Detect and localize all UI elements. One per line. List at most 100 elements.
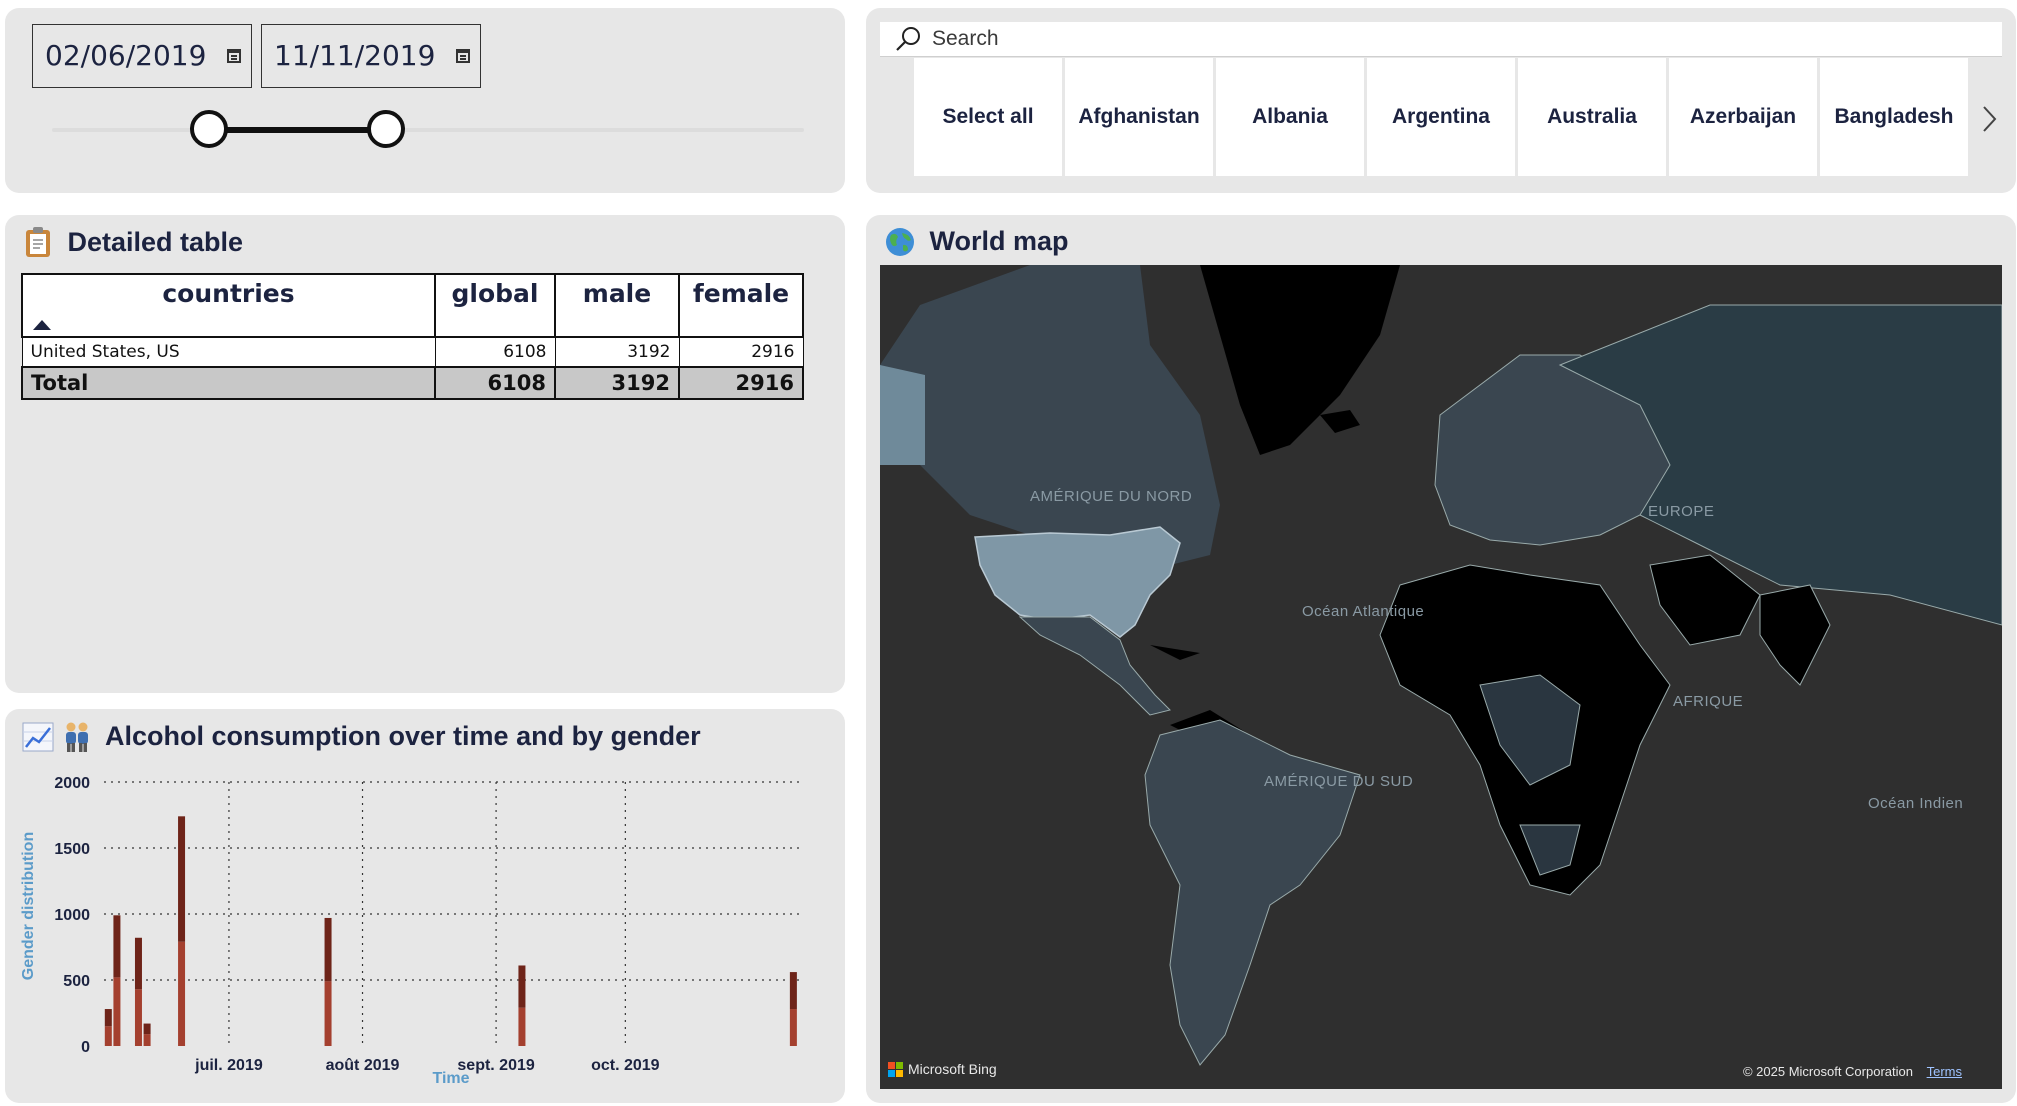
map-region-usa: [974, 526, 1181, 638]
bar-segment-female[interactable]: [143, 1034, 151, 1046]
line-chart-icon: [22, 722, 54, 752]
search-icon: [896, 27, 920, 51]
chip-country[interactable]: Australia: [1518, 58, 1666, 176]
sort-ascending-icon[interactable]: [33, 320, 51, 330]
bar-segment-female[interactable]: [134, 989, 142, 1046]
map-region-canada: [880, 265, 1220, 565]
bar-segment-female[interactable]: [789, 1009, 797, 1046]
y-axis-ticks: 0 500 1000 1500 2000: [54, 775, 90, 1056]
column-header-global[interactable]: global: [434, 273, 556, 338]
start-date-value: 02/06/2019: [45, 39, 207, 72]
bar-segment-male[interactable]: [134, 937, 142, 990]
map-region-south-america: [1144, 719, 1361, 1066]
search-placeholder: Search: [932, 27, 999, 50]
cell-female: 2916: [678, 336, 804, 368]
country-chip-list: Select all Afghanistan Albania Argentina…: [914, 58, 1968, 176]
map-region-cuba: [1150, 645, 1200, 660]
bing-attribution: Microsoft Bing: [888, 1061, 997, 1077]
bar-segment-male[interactable]: [789, 972, 797, 1010]
y-tick-label: 2000: [54, 775, 90, 792]
detailed-table-title: Detailed table: [67, 226, 244, 257]
alcohol-consumption-chart[interactable]: 0 500 1000 1500 2000 juil. 2019 août 2019 sept…: [0, 0, 845, 1106]
cell-country: United States, US: [21, 336, 436, 368]
cell-global: 6108: [434, 336, 556, 368]
column-header-male[interactable]: male: [554, 273, 680, 338]
map-canvas[interactable]: [880, 265, 2002, 1089]
table-row[interactable]: United States, US 6108 3192 2916: [21, 336, 804, 368]
map-label-africa: AFRIQUE: [1673, 693, 1744, 710]
x-axis-label: Time: [432, 1070, 469, 1087]
chart-bars: [104, 816, 797, 1046]
microsoft-logo-icon: [888, 1061, 903, 1077]
x-axis-ticks: juil. 2019 août 2019 sept. 2019 oct. 2019: [194, 1057, 660, 1074]
column-header-label: countries: [162, 279, 295, 308]
bing-label: Microsoft Bing: [908, 1061, 997, 1077]
terms-link[interactable]: Terms: [1926, 1064, 1962, 1079]
globe-icon: [886, 227, 914, 256]
y-tick-label: 500: [63, 973, 90, 990]
x-tick-label: juil. 2019: [194, 1057, 263, 1074]
column-header-countries[interactable]: countries: [21, 273, 436, 338]
map-region-south-africa: [1519, 824, 1581, 876]
date-range-slider-track[interactable]: [52, 128, 804, 132]
chip-country[interactable]: Argentina: [1367, 58, 1515, 176]
chart-heading: Alcohol consumption over time and by gen…: [22, 720, 701, 753]
bar-segment-male[interactable]: [324, 917, 332, 982]
world-map-heading: World map: [884, 225, 1069, 258]
end-date-input[interactable]: 11/11/2019: [261, 24, 481, 88]
start-date-input[interactable]: 02/06/2019: [32, 24, 252, 88]
map-region-mexico: [1018, 616, 1171, 716]
x-tick-label: sept. 2019: [457, 1057, 534, 1074]
chip-select-all[interactable]: Select all: [914, 58, 1062, 176]
calendar-icon[interactable]: [227, 49, 241, 63]
bar-segment-female[interactable]: [113, 977, 121, 1046]
map-region-greenland: [1200, 265, 1400, 455]
bar-segment-female[interactable]: [518, 1007, 526, 1046]
world-map[interactable]: AMÉRIQUE DU NORD EUROPE Océan Atlantique…: [880, 265, 2002, 1089]
map-region-central-africa: [1479, 674, 1581, 786]
chip-country[interactable]: Albania: [1216, 58, 1364, 176]
bar-segment-male[interactable]: [104, 1009, 112, 1027]
search-input[interactable]: Search: [880, 22, 2002, 57]
bar-segment-male[interactable]: [113, 915, 121, 978]
detailed-table-heading: Detailed table: [22, 225, 243, 259]
chip-country[interactable]: Afghanistan: [1065, 58, 1213, 176]
map-copyright: © 2025 Microsoft Corporation Terms: [1743, 1064, 1962, 1079]
bar-segment-male[interactable]: [518, 965, 526, 1008]
x-tick-label: août 2019: [326, 1057, 400, 1074]
chart-gridlines: [104, 781, 802, 1046]
chip-country[interactable]: Bangladesh: [1820, 58, 1968, 176]
map-label-south-america: AMÉRIQUE DU SUD: [1264, 773, 1414, 790]
chip-country[interactable]: Azerbaijan: [1669, 58, 1817, 176]
slider-start-handle[interactable]: [190, 110, 228, 148]
bar-segment-male[interactable]: [178, 816, 186, 942]
y-axis-label: Gender distribution: [20, 832, 37, 980]
y-tick-label: 1000: [54, 907, 90, 924]
map-label-europe: EUROPE: [1648, 503, 1715, 520]
map-region-iceland: [1320, 410, 1360, 433]
bar-segment-female[interactable]: [178, 941, 186, 1046]
map-region-middle-east: [1649, 554, 1761, 646]
detailed-table: countries global male female United Stat…: [21, 273, 804, 400]
slider-end-handle[interactable]: [367, 110, 405, 148]
bar-segment-male[interactable]: [143, 1023, 151, 1035]
map-region-asia: [1558, 304, 2002, 626]
chart-title: Alcohol consumption over time and by gen…: [105, 721, 701, 752]
people-icon: [65, 722, 88, 752]
table-total-row: Total 6108 3192 2916: [21, 366, 804, 400]
bar-segment-female[interactable]: [104, 1026, 112, 1046]
x-tick-label: oct. 2019: [591, 1057, 660, 1074]
clipboard-icon: [26, 227, 50, 257]
calendar-icon[interactable]: [456, 49, 470, 63]
total-global: 6108: [434, 366, 556, 400]
bar-segment-female[interactable]: [324, 981, 332, 1046]
copyright-text: © 2025 Microsoft Corporation: [1742, 1064, 1913, 1079]
total-female: 2916: [678, 366, 804, 400]
date-range-slider-selection: [210, 127, 386, 133]
chevron-right-icon[interactable]: [1980, 104, 2000, 134]
map-label-north-america: AMÉRIQUE DU NORD: [1030, 488, 1193, 505]
cell-male: 3192: [554, 336, 680, 368]
map-region-india: [1759, 584, 1831, 686]
column-header-female[interactable]: female: [678, 273, 804, 338]
total-label: Total: [21, 366, 436, 400]
